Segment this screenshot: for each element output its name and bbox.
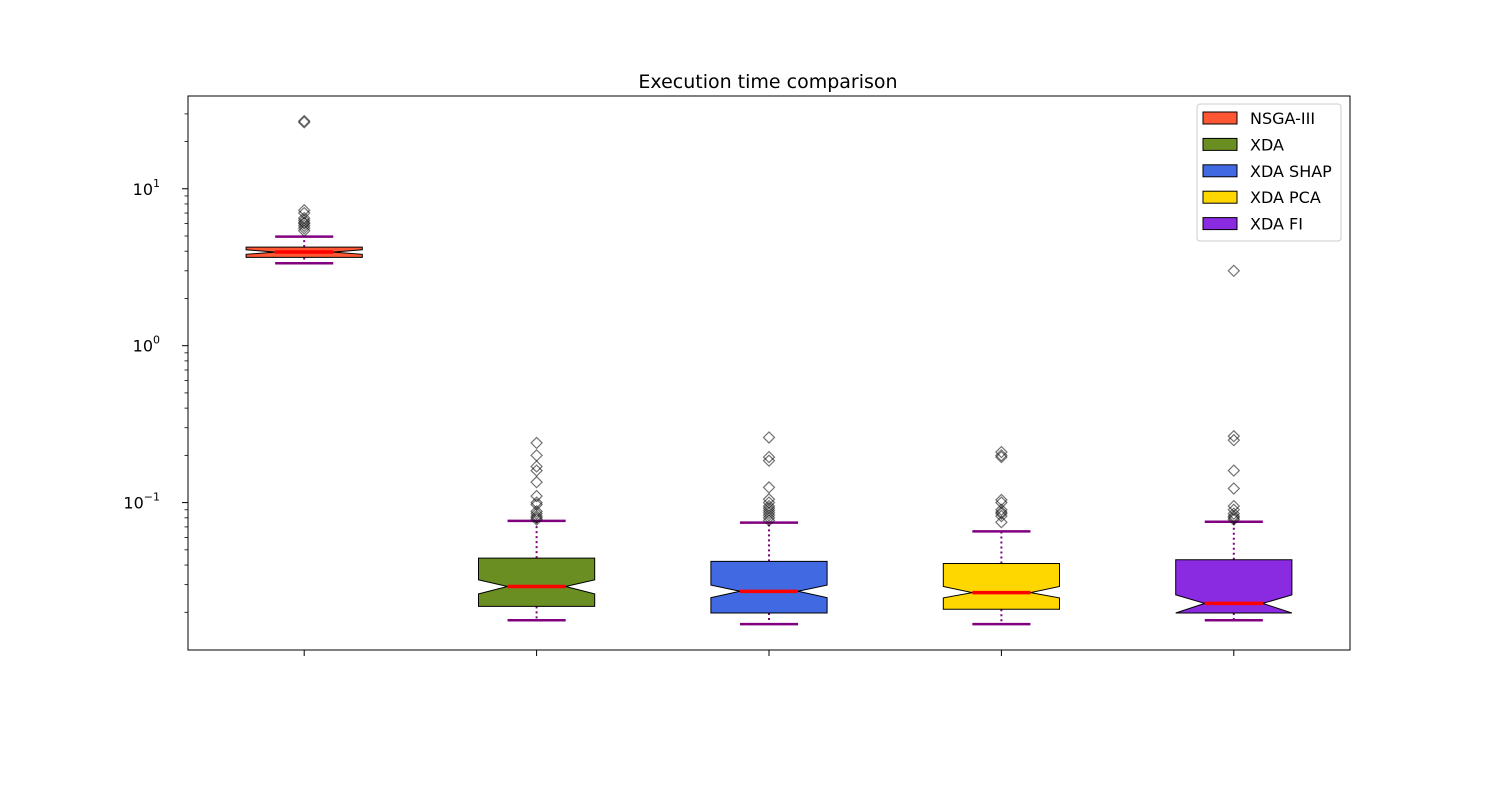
box-group-0 [245,114,363,265]
outlier-point [995,515,1008,529]
legend-label: NSGA-III [1250,109,1315,128]
y-tick-label: 10−1 [123,491,160,513]
legend-swatch [1202,190,1238,204]
outlier-point [995,445,1008,459]
outlier-point [1227,482,1241,495]
outlier-point [297,211,311,225]
outlier-point [530,436,543,450]
outlier-point [530,498,543,512]
legend-swatch [1202,164,1238,178]
outlier-point [1227,264,1241,278]
outlier-point [995,493,1008,507]
outlier-point [1227,433,1241,447]
outlier-point [297,115,311,129]
chart-title: Execution time comparison [638,71,897,93]
outlier-point [297,203,311,217]
box-3 [942,563,1060,610]
legend-label: XDA [1250,135,1284,154]
box-1 [478,557,596,607]
legend-label: XDA SHAP [1250,162,1332,181]
outlier-point [762,450,776,464]
y-tick-label: 100 [133,334,160,356]
outlier-point [530,496,543,509]
outlier-point [530,509,543,523]
outlier-point [530,464,543,477]
box-4 [1175,559,1293,614]
outlier-point [530,475,543,489]
box-group-4 [1175,264,1293,622]
outlier-point [762,506,776,520]
outlier-point [762,492,776,506]
y-axis: 101 100 10−1 [123,95,1351,656]
outlier-point [297,213,311,227]
outlier-point [762,501,776,515]
legend-swatch [1202,217,1238,231]
outlier-point [1227,429,1241,443]
legend-label: XDA PCA [1250,188,1321,207]
outlier-point [995,505,1008,519]
outlier-point [530,489,543,503]
box-group-2 [710,431,828,626]
outlier-point [297,221,311,235]
outlier-point [762,508,776,522]
legend: NSGA-III XDA XDA SHAP XDA PCA XDA FI [1196,103,1342,242]
outlier-point [530,507,543,521]
outlier-point [995,503,1008,517]
outlier-point [995,496,1008,509]
outlier-point [530,504,543,518]
outlier-point [530,449,543,462]
legend-swatch [1202,111,1238,125]
outlier-point [762,481,776,494]
box-group-1 [478,436,596,622]
outlier-point [1227,464,1241,477]
y-tick-label: 101 [133,177,160,199]
outlier-point [297,224,311,238]
outlier-point [762,431,776,444]
outlier-point [530,460,543,473]
legend-label: XDA FI [1250,215,1303,234]
outlier-point [1227,499,1241,513]
legend-swatch [1202,137,1238,151]
outlier-point [762,514,776,527]
box-group-3 [942,445,1060,626]
outlier-point [762,511,776,525]
box-2 [710,560,828,614]
outlier-point [297,114,311,128]
outlier-point [1227,509,1241,523]
outlier-point [762,454,776,468]
plot-area [245,114,1293,626]
outlier-point [995,450,1008,464]
